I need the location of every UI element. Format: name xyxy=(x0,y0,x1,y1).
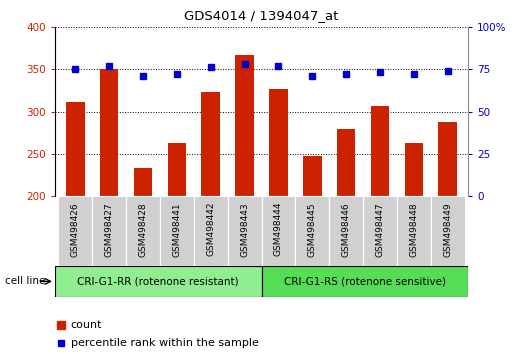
Text: GSM498442: GSM498442 xyxy=(206,202,215,257)
Bar xyxy=(337,129,356,196)
Bar xyxy=(235,55,254,196)
Text: CRI-G1-RS (rotenone sensitive): CRI-G1-RS (rotenone sensitive) xyxy=(284,276,446,286)
Text: GSM498443: GSM498443 xyxy=(240,202,249,257)
Text: percentile rank within the sample: percentile rank within the sample xyxy=(71,338,258,348)
Bar xyxy=(66,102,85,196)
Bar xyxy=(194,196,228,266)
Bar xyxy=(431,196,465,266)
Bar xyxy=(58,196,92,266)
Text: GSM498426: GSM498426 xyxy=(71,202,79,257)
Text: GSM498447: GSM498447 xyxy=(376,202,384,257)
Text: GDS4014 / 1394047_at: GDS4014 / 1394047_at xyxy=(184,9,339,22)
Bar xyxy=(262,266,468,297)
Bar xyxy=(160,196,194,266)
Bar xyxy=(303,156,322,196)
Text: GSM498428: GSM498428 xyxy=(139,202,147,257)
Bar xyxy=(100,69,118,196)
Bar xyxy=(405,143,423,196)
Bar xyxy=(363,196,397,266)
Bar xyxy=(329,196,363,266)
Text: GSM498449: GSM498449 xyxy=(444,202,452,257)
Text: GSM498445: GSM498445 xyxy=(308,202,317,257)
Bar xyxy=(167,143,186,196)
Bar xyxy=(55,266,262,297)
Text: GSM498444: GSM498444 xyxy=(274,202,283,257)
Text: CRI-G1-RR (rotenone resistant): CRI-G1-RR (rotenone resistant) xyxy=(77,276,239,286)
Bar xyxy=(397,196,431,266)
Bar xyxy=(134,167,152,196)
Text: GSM498427: GSM498427 xyxy=(105,202,113,257)
Text: GSM498448: GSM498448 xyxy=(410,202,418,257)
Bar xyxy=(126,196,160,266)
Bar xyxy=(228,196,262,266)
Bar xyxy=(269,90,288,196)
Bar xyxy=(92,196,126,266)
Bar xyxy=(438,122,457,196)
Text: GSM498446: GSM498446 xyxy=(342,202,350,257)
Bar xyxy=(295,196,329,266)
Bar xyxy=(262,196,295,266)
Bar xyxy=(201,92,220,196)
Text: GSM498441: GSM498441 xyxy=(173,202,181,257)
Text: cell line: cell line xyxy=(5,276,46,286)
Text: count: count xyxy=(71,320,102,330)
Bar xyxy=(371,107,389,196)
